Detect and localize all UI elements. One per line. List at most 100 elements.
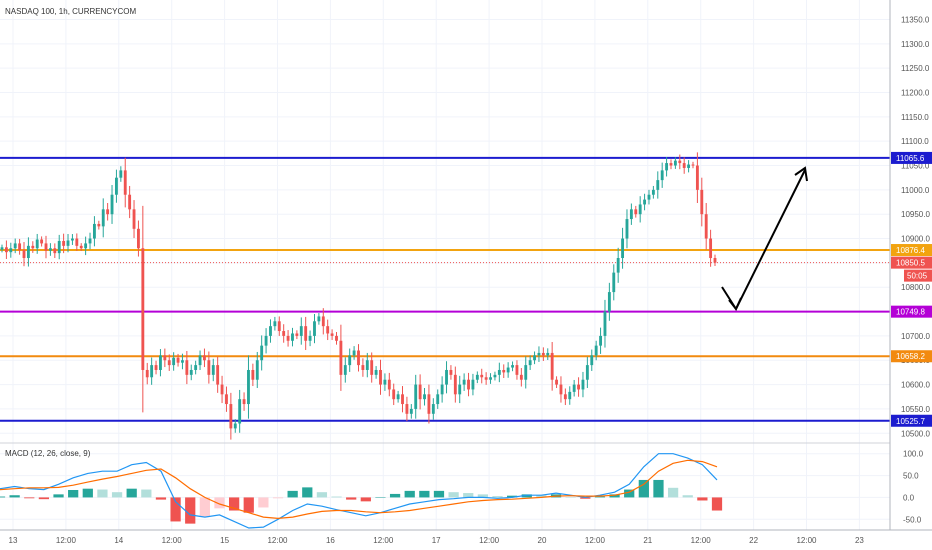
candle-body <box>115 177 118 195</box>
candle-body <box>198 355 202 366</box>
candle-body <box>493 374 497 378</box>
candle-body <box>687 164 691 168</box>
candle-body <box>629 209 633 220</box>
macd-histogram-bar <box>111 492 123 498</box>
time-tick-label: 13 <box>9 536 18 545</box>
candle-body <box>35 239 39 249</box>
candle-body <box>317 316 321 322</box>
level-badge-label: 11065.6 <box>896 154 925 163</box>
candle-body <box>189 369 193 375</box>
macd-histogram-bar <box>521 494 532 498</box>
macd-histogram-bar <box>24 497 35 499</box>
candle-body <box>150 365 154 378</box>
candle-body <box>264 335 268 346</box>
candle-body <box>590 355 594 366</box>
candle-body <box>348 355 352 366</box>
candle-body <box>581 379 585 390</box>
candle-body <box>480 374 484 378</box>
macd-histogram-bar <box>331 496 342 498</box>
candle-body <box>594 345 598 356</box>
candle-body <box>656 180 660 190</box>
price-tick-label: 10700.0 <box>901 332 930 341</box>
candle-body <box>132 209 136 229</box>
macd-histogram-bar <box>287 490 298 498</box>
candle-body <box>26 245 30 259</box>
candle-body <box>647 194 651 200</box>
candle-body <box>88 238 92 244</box>
price-tick-label: 10550.0 <box>901 405 930 414</box>
macd-histogram-bar <box>609 494 620 498</box>
candle-body <box>436 394 440 405</box>
macd-histogram-bar <box>433 490 445 498</box>
time-tick-label: 22 <box>749 536 758 545</box>
candle-body <box>181 360 184 363</box>
candle-body <box>374 369 378 375</box>
projection-arrowhead-upper <box>794 166 808 182</box>
candle-body <box>387 379 391 390</box>
candle-body <box>383 379 387 385</box>
candle-body <box>409 408 413 414</box>
candle-body <box>101 209 105 227</box>
macd-histogram-bar <box>667 487 679 498</box>
level-badge <box>891 414 932 427</box>
current-price-label: 10850.5 <box>896 259 925 268</box>
price-tick-label: 11050.0 <box>901 162 930 171</box>
time-tick-label: 16 <box>326 536 335 545</box>
price-axis: 11350.0 11300.0 11250.0 11200.0 11150.0 11100… <box>901 15 930 438</box>
price-tick-label: 11300.0 <box>901 40 930 49</box>
candle-body <box>691 164 695 166</box>
macd-histogram-bar <box>272 497 284 499</box>
horizontal-levels <box>0 156 890 422</box>
candle-body <box>225 394 228 405</box>
candle-body <box>365 360 369 370</box>
candle-body <box>251 369 255 380</box>
candle-body <box>651 189 655 195</box>
candle-body <box>247 369 250 405</box>
candle-body <box>141 248 145 370</box>
macd-histogram-bar <box>185 497 196 524</box>
candle-body <box>308 335 312 341</box>
macd-axis: 100.0 50.0 0.0 -50.0 <box>903 450 924 525</box>
candle-body <box>242 399 246 405</box>
macd-histogram-bar <box>375 497 386 498</box>
candle-body <box>176 357 180 363</box>
candle-body <box>414 384 418 409</box>
candle-body <box>405 404 409 414</box>
candle-body <box>361 365 365 370</box>
candle-body <box>673 160 677 166</box>
candle-body <box>660 170 664 181</box>
macd-histogram-bar <box>302 487 313 498</box>
macd-histogram-bar <box>346 497 357 500</box>
price-tick-label: 11000.0 <box>901 186 930 195</box>
candle-body <box>75 238 79 246</box>
current-price-badge <box>891 256 932 269</box>
countdown-label: 50:05 <box>907 272 928 281</box>
time-tick-label: 17 <box>432 536 441 545</box>
macd-label: MACD (12, 26, close, 9) <box>5 449 91 458</box>
candle-body <box>695 165 699 190</box>
candle-body <box>475 374 479 380</box>
candle-body <box>546 352 550 356</box>
macd-histogram-bar <box>463 493 474 498</box>
candle-body <box>194 365 198 370</box>
candle-body <box>418 384 422 400</box>
candle-body <box>427 394 431 414</box>
macd-histogram-bar <box>638 479 649 498</box>
macd-histogram-bar <box>82 488 93 498</box>
price-tick-label: 11350.0 <box>901 15 930 24</box>
candle-body <box>533 355 536 361</box>
candle-body <box>163 355 167 361</box>
candle-body <box>277 321 281 332</box>
candle-body <box>110 194 114 215</box>
signal-line <box>0 459 718 520</box>
time-axis: 13 12:00 14 12:00 15 12:00 16 12:00 17 12:00 20 12:… <box>9 536 865 545</box>
candle-body <box>616 258 620 273</box>
macd-tick-label: 50.0 <box>903 472 919 481</box>
candle-body <box>330 333 334 336</box>
candle-body <box>299 326 303 336</box>
candle-body <box>79 245 83 249</box>
macd-histogram-bar <box>170 497 181 522</box>
projection-arrowhead-lower <box>728 297 742 311</box>
price-tick-label: 10900.0 <box>901 235 930 244</box>
time-tick-label: 12:00 <box>373 536 394 545</box>
